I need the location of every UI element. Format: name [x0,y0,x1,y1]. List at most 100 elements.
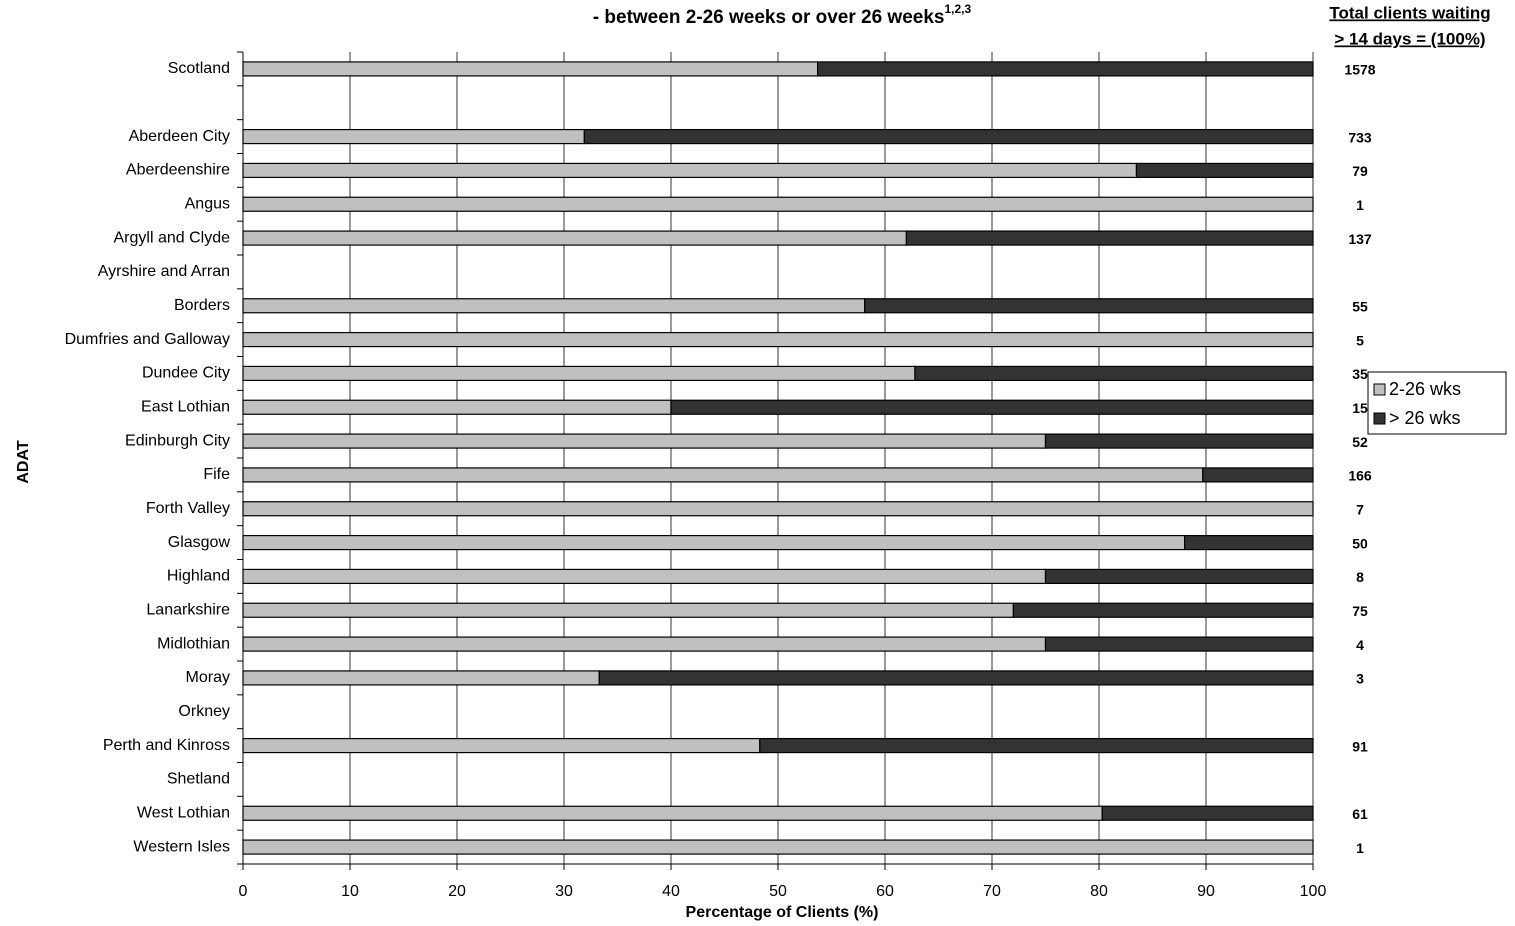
total-label: 50 [1352,535,1368,551]
y-axis-label: ADAT [15,440,32,483]
bar-segment [1183,534,1314,551]
bar-segment [583,128,1314,145]
total-label: 61 [1352,806,1368,822]
y-tick-label: West Lothian [137,804,230,821]
bar-segment [242,61,819,77]
y-tick-label: Moray [186,669,230,686]
bar-segment [1135,162,1314,179]
bar-segment [1101,805,1314,821]
bar-segment [914,365,1314,382]
y-tick-label: Aberdeenshire [126,162,230,179]
bar-segment [242,331,1314,348]
bar-segment [1202,467,1314,483]
y-tick-label: Western Isles [133,838,230,855]
bar-segment [242,196,1314,212]
bar-segment [242,230,908,246]
legend-box [1367,371,1507,435]
y-tick-label: Scotland [168,60,230,77]
totals-header: Total clients waiting [1329,3,1490,22]
bar-segment [242,298,866,314]
bar-segment [242,534,1186,551]
x-tick-label: 50 [769,883,787,900]
bar-segment [1044,433,1314,449]
bar-segment [242,805,1103,821]
total-label: 1578 [1344,62,1375,78]
x-tick-label: 20 [448,883,466,900]
bar-segment [1012,602,1314,618]
x-tick-label: 70 [983,883,1001,900]
total-label: 1 [1356,840,1364,856]
title-main: - between 2-26 weeks or over 26 weeks [593,7,945,28]
bar-segment [242,839,1314,855]
y-tick-label: Edinburgh City [125,432,230,449]
y-tick-label: Dumfries and Galloway [65,331,230,348]
bar-segment [242,365,916,382]
bar-segment [905,230,1314,246]
y-tick-label: Ayrshire and Arran [98,263,230,280]
y-tick-label: Midlothian [157,635,230,652]
x-tick-label: 60 [876,883,894,900]
bar-segment [242,162,1138,179]
bar-segment [242,602,1015,618]
bar-segment [1044,636,1314,652]
bar-segment [242,501,1314,517]
legend-swatch [1373,412,1386,425]
total-label: 137 [1348,231,1372,247]
x-tick-label: 40 [662,883,680,900]
y-tick-label: Lanarkshire [146,601,230,618]
total-label: 5 [1356,332,1364,348]
bar-segment [670,399,1314,415]
y-tick-label: Fife [203,466,230,483]
y-tick-label: Angus [185,195,230,212]
y-tick-label: Dundee City [142,365,230,382]
y-tick-label: Shetland [167,771,230,788]
legend-label: > 26 wks [1389,408,1461,428]
y-tick-label: Argyll and Clyde [114,229,231,246]
total-label: 4 [1356,637,1364,653]
bar-segment [598,670,1314,686]
total-label: 55 [1352,298,1368,314]
x-tick-label: 10 [341,883,359,900]
total-label: 733 [1348,129,1372,145]
title-superscript: 1,2,3 [944,2,971,16]
bar-segment [242,568,1047,585]
bar-segment [242,128,585,145]
x-tick-label: 0 [239,883,248,900]
bar-segment [864,298,1314,314]
y-tick-label: Forth Valley [146,500,230,517]
total-label: 166 [1348,468,1372,484]
y-tick-label: Borders [174,297,230,314]
total-label: 1 [1356,197,1364,213]
y-tick-label: East Lothian [141,398,230,415]
x-tick-label: 100 [1300,883,1327,900]
total-label: 15 [1352,400,1368,416]
total-label: 3 [1356,671,1364,687]
bar-segment [816,61,1314,77]
y-tick-label: Glasgow [168,534,231,551]
bar-segment [242,636,1047,652]
bar-segment [242,467,1204,483]
bar-segment [1044,568,1314,585]
x-tick-label: 80 [1090,883,1108,900]
totals-header: > 14 days = (100%) [1334,29,1485,48]
bar-segment [242,670,600,686]
y-tick-label: Highland [167,568,230,585]
x-tick-label: 90 [1197,883,1215,900]
total-label: 79 [1352,163,1368,179]
total-label: 35 [1352,366,1368,382]
bar-segment [242,433,1047,449]
y-tick-label: Perth and Kinross [103,737,230,754]
y-tick-label: Aberdeen City [129,128,230,145]
x-tick-label: 30 [555,883,573,900]
bar-segment [242,399,672,415]
x-axis-label: Percentage of Clients (%) [686,904,879,921]
chart-title: - between 2-26 weeks or over 26 weeks1,2… [593,2,972,28]
bar-segment [242,737,761,754]
legend-label: 2-26 wks [1389,379,1461,399]
total-label: 91 [1352,738,1368,754]
total-label: 7 [1356,501,1364,517]
total-label: 8 [1356,569,1364,585]
total-label: 75 [1352,603,1368,619]
bar-segment [759,737,1314,754]
